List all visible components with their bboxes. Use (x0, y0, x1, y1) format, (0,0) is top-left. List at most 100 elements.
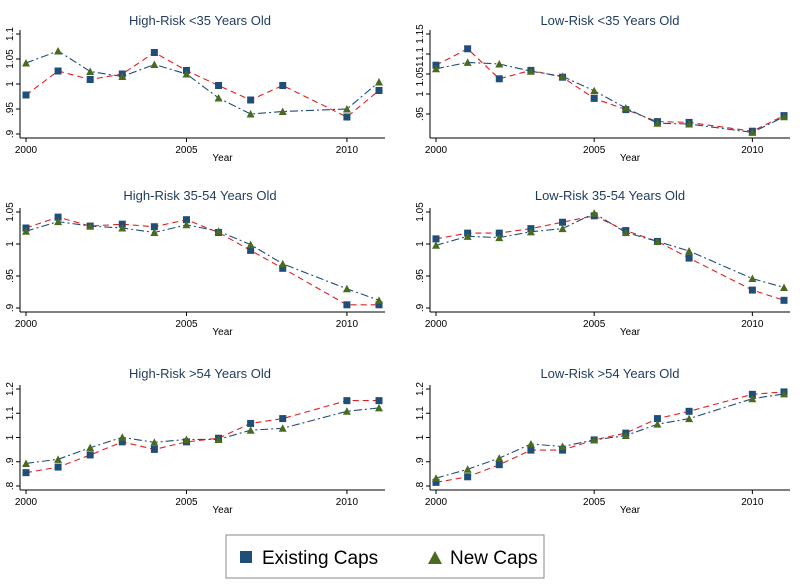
panel-title: High-Risk <35 Years Old (129, 13, 271, 28)
data-point-new-caps (526, 227, 535, 236)
data-point-new-caps (150, 228, 159, 236)
data-point-existing-caps (54, 67, 62, 75)
legend: Existing Caps New Caps (225, 534, 545, 579)
x-tick-label: 2000 (425, 145, 448, 156)
data-point-existing-caps (22, 91, 30, 99)
data-point-new-caps (463, 58, 472, 66)
y-tick-label: 1.1 (415, 47, 426, 61)
y-tick-label: .9 (5, 457, 16, 466)
y-tick-label: 1.2 (5, 382, 16, 396)
legend-box (225, 534, 545, 579)
x-tick-label: 2005 (583, 145, 606, 156)
data-point-new-caps (342, 407, 351, 415)
data-point-new-caps (432, 241, 440, 249)
data-point-new-caps (150, 60, 159, 68)
y-tick-label: 1.05 (415, 202, 426, 222)
series-line-new-caps (25, 407, 380, 464)
data-point-existing-caps (150, 49, 158, 56)
data-point-new-caps (621, 431, 630, 440)
data-point-existing-caps (559, 446, 567, 454)
data-point-existing-caps (559, 218, 567, 226)
y-tick-label: .8 (5, 481, 16, 490)
data-point-new-caps (246, 240, 255, 249)
data-point-existing-caps (432, 478, 440, 486)
data-point-existing-caps (527, 446, 535, 454)
x-tick-label: 2005 (583, 497, 606, 508)
data-point-new-caps (54, 47, 63, 55)
data-point-new-caps (685, 414, 694, 423)
series-line-existing-caps (435, 48, 785, 132)
y-tick-label: 1 (5, 81, 16, 87)
chart-panel-hr-lt35: High-Risk <35 Years Old .9 .95 1 1.05 1.1 2000… (5, 13, 385, 164)
y-tick-label: 1 (415, 91, 426, 97)
data-point-existing-caps (86, 451, 94, 459)
y-tick-label: 1.1 (415, 406, 426, 420)
data-point-new-caps (653, 420, 662, 428)
data-point-new-caps (375, 78, 383, 86)
legend-new-label: New Caps (450, 548, 538, 569)
series-line-new-caps (25, 221, 380, 301)
y-tick-label: .9 (415, 457, 426, 466)
data-point-new-caps (54, 217, 63, 226)
data-point-existing-caps (247, 419, 255, 427)
data-point-new-caps (278, 259, 287, 268)
data-point-existing-caps (653, 415, 661, 423)
data-point-new-caps (748, 394, 757, 403)
legend-existing-marker (240, 551, 252, 563)
data-point-new-caps (278, 424, 287, 432)
x-axis-label: Year (620, 505, 641, 516)
legend-new-marker (428, 551, 442, 564)
data-point-existing-caps (495, 461, 503, 469)
x-tick-label: 2010 (741, 319, 764, 330)
x-tick-label: 2010 (336, 497, 359, 508)
data-point-existing-caps (685, 254, 693, 262)
data-point-new-caps (685, 120, 694, 128)
y-tick-label: 1 (5, 241, 16, 247)
data-point-new-caps (621, 228, 630, 236)
chart-panel-lr-gt54: Low-Risk >54 Years Old .8 .9 1 1.1 1.2 2000 200… (415, 366, 790, 516)
data-point-new-caps (375, 296, 383, 304)
data-point-existing-caps (748, 286, 756, 294)
data-point-new-caps (526, 440, 535, 448)
y-tick-label: 1 (5, 434, 16, 440)
data-point-existing-caps (150, 223, 158, 231)
data-point-existing-caps (590, 94, 598, 102)
data-point-new-caps (685, 247, 694, 255)
series-line-existing-caps (25, 400, 379, 474)
data-point-new-caps (342, 105, 351, 113)
x-tick-label: 2010 (741, 145, 764, 156)
x-axis-label: Year (212, 327, 233, 338)
y-tick-label: 1.15 (415, 24, 426, 44)
data-point-new-caps (748, 128, 757, 136)
data-point-new-caps (432, 64, 440, 73)
y-tick-label: .95 (5, 102, 16, 116)
data-point-new-caps (558, 224, 567, 233)
data-point-existing-caps (495, 229, 503, 237)
series-line-new-caps (435, 212, 785, 289)
series-line-existing-caps (435, 215, 785, 301)
data-point-new-caps (653, 237, 662, 245)
data-point-existing-caps (279, 415, 287, 423)
data-point-new-caps (495, 233, 504, 242)
y-tick-label: 1.1 (5, 27, 16, 41)
x-axis-label: Year (620, 327, 641, 338)
data-point-new-caps (22, 459, 30, 467)
data-point-new-caps (182, 435, 191, 443)
x-tick-label: 2005 (175, 319, 198, 330)
x-tick-label: 2000 (15, 319, 38, 330)
x-tick-label: 2000 (425, 497, 448, 508)
data-point-new-caps (246, 426, 255, 434)
data-point-new-caps (653, 119, 662, 127)
data-point-new-caps (22, 59, 30, 67)
data-point-new-caps (375, 403, 383, 412)
data-point-new-caps (214, 94, 223, 102)
data-point-new-caps (182, 70, 191, 78)
data-point-existing-caps (279, 264, 287, 272)
y-tick-label: 1.1 (5, 406, 16, 420)
y-tick-label: 1.05 (5, 202, 16, 222)
panel-title: Low-Risk >54 Years Old (540, 366, 679, 381)
x-tick-label: 2005 (583, 319, 606, 330)
data-point-new-caps (463, 232, 472, 240)
data-point-new-caps (214, 435, 223, 443)
data-point-existing-caps (118, 438, 126, 446)
